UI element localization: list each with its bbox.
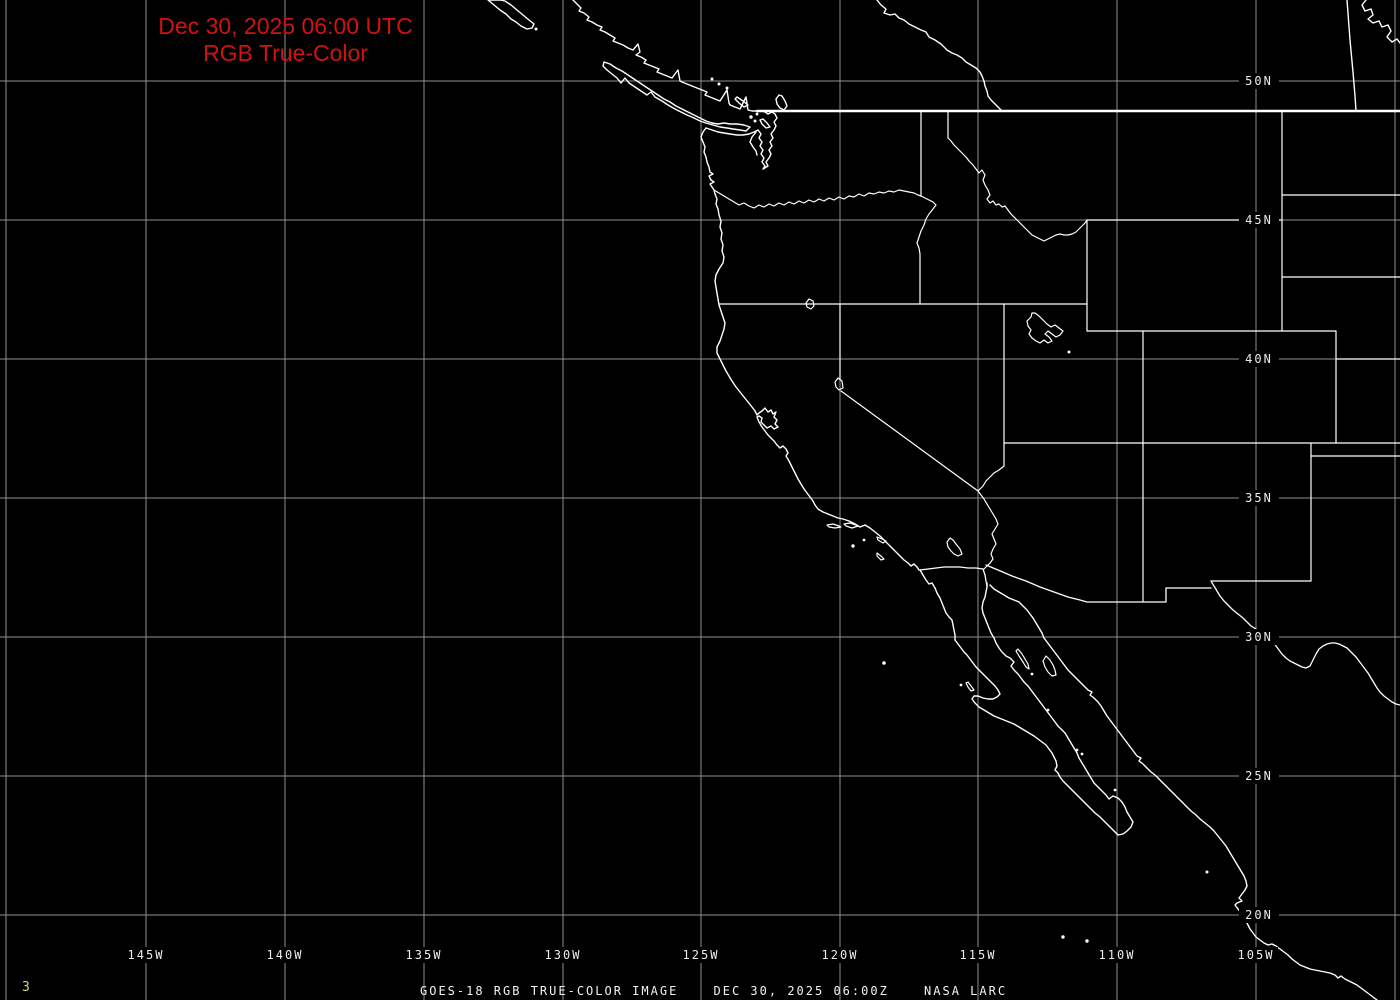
- island-outlines: [826, 522, 1057, 692]
- coastline-haida-gwaii: [487, 0, 535, 30]
- lat-label: 45N: [1239, 212, 1279, 228]
- lon-label: 110W: [1095, 947, 1139, 963]
- manitoba-lakes-outline: [1361, 0, 1400, 44]
- coastline-hood-canal: [749, 131, 758, 156]
- island-texada: [734, 96, 749, 108]
- coastline-vancouver-island: [602, 61, 751, 132]
- lat-label: 35N: [1239, 490, 1279, 506]
- caption-credit: NASA LARC: [924, 984, 1008, 998]
- border-bc-alberta: [876, 0, 1003, 112]
- border-sask-manitoba: [1346, 0, 1357, 112]
- lat-label: 30N: [1239, 629, 1279, 645]
- island-catalina: [876, 536, 887, 544]
- border-rio-grande: [1210, 580, 1400, 706]
- lon-label: 135W: [402, 947, 446, 963]
- island-cedros: [965, 681, 975, 692]
- island-santa-cruz: [843, 522, 859, 529]
- lon-label: 130W: [541, 947, 585, 963]
- image-caption: GOES-18 RGB TRUE-COLOR IMAGE DEC 30, 202…: [420, 984, 1007, 998]
- lon-label: 145W: [124, 947, 168, 963]
- island-san-miguel-santa-rosa: [826, 523, 842, 529]
- lon-label: 105W: [1234, 947, 1278, 963]
- small-island-dots: [534, 27, 1209, 943]
- caption-datetime: DEC 30, 2025 06:00Z: [713, 984, 889, 998]
- lat-label: 40N: [1239, 351, 1279, 367]
- lon-label: 125W: [679, 947, 723, 963]
- island-san-clemente: [876, 552, 885, 561]
- lake-tahoe: [834, 377, 844, 391]
- island-angel-de-la-guarda: [1015, 648, 1030, 670]
- island-whidbey: [759, 118, 771, 129]
- lat-label: 20N: [1239, 907, 1279, 923]
- lake-salton-sea: [946, 537, 963, 557]
- island-tiburon: [1042, 655, 1057, 677]
- lake-great-salt: [1026, 312, 1064, 344]
- lon-label: 115W: [956, 947, 1000, 963]
- border-wa-or-columbia-river: [713, 189, 922, 209]
- coastline-pacific-west: [700, 127, 920, 571]
- image-title: Dec 30, 2025 06:00 UTC RGB True-Color: [138, 13, 433, 67]
- island-guadalupe: [882, 661, 886, 665]
- lon-label: 140W: [263, 947, 307, 963]
- coastline-mexico-mainland: [989, 584, 1378, 1000]
- lake-harrison: [775, 94, 788, 111]
- frame-number: 3: [22, 980, 30, 995]
- lake-outlines: [805, 298, 1064, 557]
- coastline-puget-sound: [705, 110, 778, 170]
- islands-revillagigedo: [1061, 935, 1065, 939]
- coastline-baja-california: [919, 569, 1134, 836]
- lake-utah: [1067, 350, 1071, 354]
- state-borders: [719, 110, 1400, 602]
- lat-label: 50N: [1239, 73, 1279, 89]
- lat-label: 25N: [1239, 768, 1279, 784]
- image-timestamp: Dec 30, 2025 06:00 UTC: [158, 13, 413, 39]
- coastline-bc-mainland: [572, 0, 758, 112]
- island-san-nicolas: [851, 544, 855, 548]
- image-product-name: RGB True-Color: [203, 40, 368, 66]
- caption-product: GOES-18 RGB TRUE-COLOR IMAGE: [420, 984, 679, 998]
- lake-goose: [805, 298, 815, 310]
- lon-label: 120W: [818, 947, 862, 963]
